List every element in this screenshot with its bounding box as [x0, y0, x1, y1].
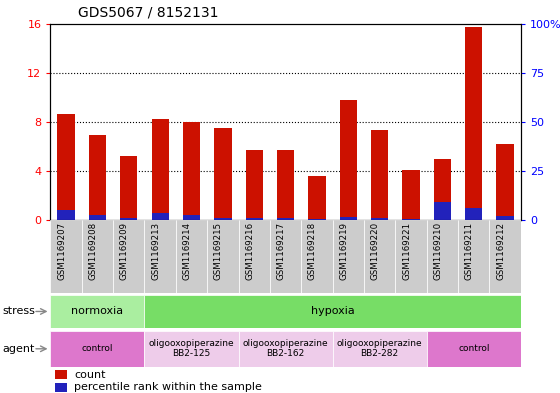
Bar	[50, 220, 82, 293]
Bar	[489, 220, 521, 293]
Bar	[434, 159, 451, 220]
Bar	[214, 218, 231, 220]
Bar	[55, 370, 67, 379]
Bar	[270, 220, 301, 293]
Text: GSM1169216: GSM1169216	[245, 222, 254, 280]
Bar	[58, 114, 74, 220]
Text: normoxia: normoxia	[71, 307, 124, 316]
Bar	[301, 220, 333, 293]
Bar	[246, 218, 263, 220]
Bar	[120, 218, 137, 220]
Bar	[239, 220, 270, 293]
Bar	[340, 100, 357, 220]
Bar	[176, 220, 207, 293]
Bar	[50, 331, 144, 367]
Bar	[144, 331, 239, 367]
Text: hypoxia: hypoxia	[311, 307, 354, 316]
Bar	[246, 150, 263, 220]
Bar	[183, 215, 200, 220]
Bar	[277, 218, 294, 220]
Bar	[214, 128, 231, 220]
Bar	[120, 156, 137, 220]
Bar	[333, 331, 427, 367]
Bar	[113, 220, 144, 293]
Bar	[50, 295, 144, 328]
Text: GSM1169221: GSM1169221	[402, 222, 411, 280]
Bar	[458, 220, 489, 293]
Text: control: control	[458, 344, 489, 353]
Text: GSM1169218: GSM1169218	[308, 222, 317, 280]
Text: GSM1169212: GSM1169212	[496, 222, 505, 280]
Text: oligooxopiperazine
BB2-162: oligooxopiperazine BB2-162	[243, 339, 328, 358]
Bar	[434, 202, 451, 220]
Bar	[183, 122, 200, 220]
Bar	[207, 220, 239, 293]
Text: oligooxopiperazine
BB2-125: oligooxopiperazine BB2-125	[149, 339, 234, 358]
Bar	[403, 170, 419, 220]
Text: GSM1169219: GSM1169219	[339, 222, 348, 279]
Bar	[144, 220, 176, 293]
Text: percentile rank within the sample: percentile rank within the sample	[74, 382, 262, 392]
Text: GSM1169211: GSM1169211	[465, 222, 474, 280]
Bar	[58, 210, 74, 220]
Bar	[371, 130, 388, 220]
Text: GSM1169210: GSM1169210	[433, 222, 442, 280]
Text: GSM1169220: GSM1169220	[371, 222, 380, 280]
Bar	[309, 219, 325, 220]
Bar	[152, 213, 169, 220]
Bar	[89, 215, 106, 220]
Text: GSM1169215: GSM1169215	[214, 222, 223, 280]
Text: GSM1169213: GSM1169213	[151, 222, 160, 280]
Bar	[55, 383, 67, 392]
Bar	[403, 219, 419, 220]
Text: stress: stress	[3, 307, 36, 316]
Bar	[239, 331, 333, 367]
Text: GSM1169207: GSM1169207	[57, 222, 66, 280]
Bar	[497, 216, 514, 220]
Bar	[309, 176, 325, 220]
Text: GSM1169214: GSM1169214	[183, 222, 192, 280]
Bar	[371, 218, 388, 220]
Bar	[465, 208, 482, 220]
Text: GSM1169208: GSM1169208	[88, 222, 97, 280]
Text: oligooxopiperazine
BB2-282: oligooxopiperazine BB2-282	[337, 339, 422, 358]
Bar	[427, 331, 521, 367]
Text: GDS5067 / 8152131: GDS5067 / 8152131	[78, 6, 219, 20]
Bar	[465, 27, 482, 220]
Text: count: count	[74, 369, 105, 380]
Text: control: control	[82, 344, 113, 353]
Bar	[364, 220, 395, 293]
Bar	[497, 144, 514, 220]
Text: GSM1169209: GSM1169209	[120, 222, 129, 279]
Text: agent: agent	[3, 344, 35, 354]
Bar	[340, 217, 357, 220]
Bar	[395, 220, 427, 293]
Bar	[89, 135, 106, 220]
Text: GSM1169217: GSM1169217	[277, 222, 286, 280]
Bar	[82, 220, 113, 293]
Bar	[152, 119, 169, 220]
Bar	[333, 220, 364, 293]
Bar	[144, 295, 521, 328]
Bar	[277, 150, 294, 220]
Bar	[427, 220, 458, 293]
